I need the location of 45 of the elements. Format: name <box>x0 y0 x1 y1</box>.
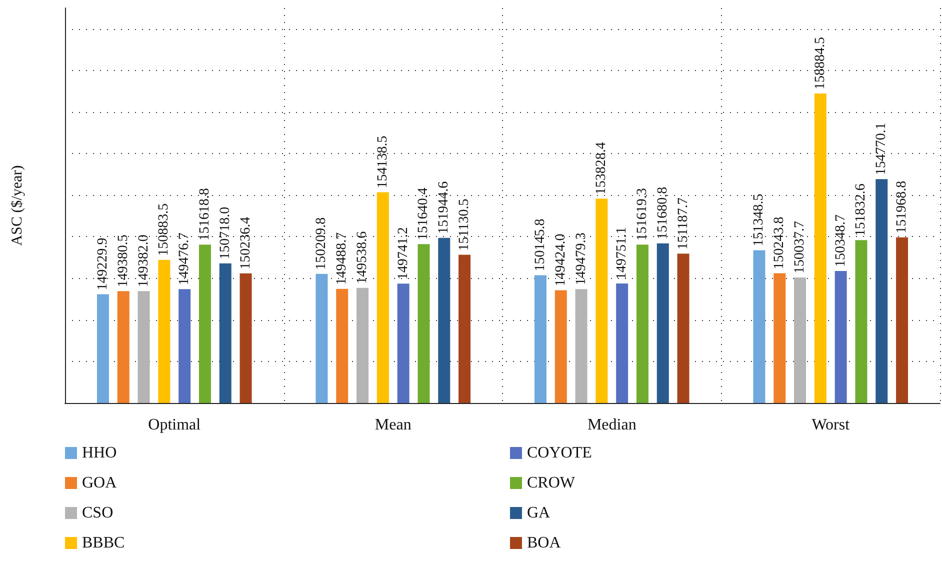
data-label: 150243.8 <box>772 216 788 270</box>
legend-label: CSO <box>82 504 114 522</box>
data-label: 150037.7 <box>792 220 808 274</box>
data-label: 150718.0 <box>218 206 233 260</box>
data-label: 149751.1 <box>614 226 630 280</box>
data-label: 151348.5 <box>752 194 767 246</box>
data-label: 149380.5 <box>116 234 131 288</box>
x-tick-label: Median <box>587 416 636 434</box>
legend-label: CROW <box>527 474 576 492</box>
legend-label: COYOTE <box>527 444 592 462</box>
data-label: 150236.4 <box>238 216 254 270</box>
x-tick-label: Mean <box>374 416 412 434</box>
legend-label: BBBC <box>82 534 125 552</box>
data-label: 150145.8 <box>532 218 548 272</box>
data-label: 149479.3 <box>574 232 589 286</box>
data-label: 151944.6 <box>436 181 452 234</box>
data-label: 149488.7 <box>334 232 350 285</box>
data-label: 149382.0 <box>136 234 152 288</box>
data-label: 153828.4 <box>594 142 610 195</box>
y-axis-title: ASC ($/year) <box>10 165 26 246</box>
data-label: 151680.8 <box>655 186 670 240</box>
data-label: 151832.6 <box>854 184 869 236</box>
legend-label: BOA <box>527 534 562 552</box>
x-tick-label: Worst <box>812 416 850 434</box>
data-label: 150883.5 <box>156 203 172 256</box>
data-label: 150209.8 <box>314 217 330 270</box>
legend-label: GOA <box>82 474 118 492</box>
data-label: 154138.5 <box>375 136 390 188</box>
data-label: 158884.5 <box>812 37 828 90</box>
data-label: 149741.2 <box>396 227 411 280</box>
data-label: 151968.8 <box>894 180 910 234</box>
data-label: 151618.8 <box>197 188 212 241</box>
legend-label: GA <box>527 504 551 522</box>
data-label: 149538.6 <box>355 231 370 284</box>
data-label: 149229.9 <box>95 238 110 290</box>
x-tick-label: Optimal <box>148 416 202 434</box>
legend-label: HHO <box>82 444 117 462</box>
data-label: 149476.7 <box>177 232 192 286</box>
data-label: 151130.5 <box>457 198 472 251</box>
data-label: 151619.3 <box>634 188 650 241</box>
data-label: 149424.0 <box>553 234 568 286</box>
data-label: 151187.7 <box>676 198 691 250</box>
data-label: 151640.4 <box>416 188 432 240</box>
data-label: 150348.7 <box>833 214 848 268</box>
data-label: 154770.1 <box>874 122 890 176</box>
